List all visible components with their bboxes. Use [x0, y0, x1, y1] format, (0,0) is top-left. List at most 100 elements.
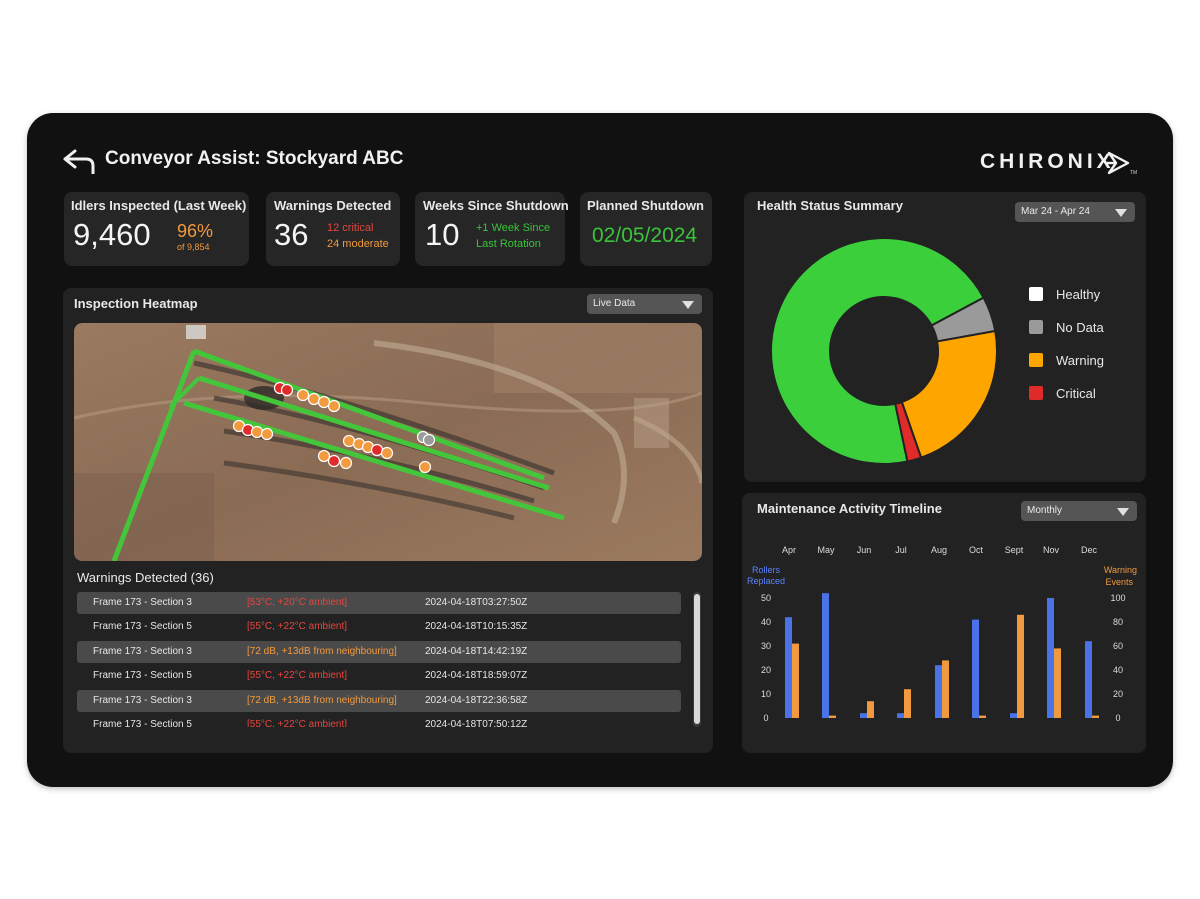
heatmap-markers	[232, 381, 436, 474]
warning-row-detail: [55°C, +22°C ambient]	[247, 621, 347, 632]
warnings-bar	[979, 715, 986, 718]
right-axis-label-line2: Events	[1105, 577, 1133, 587]
rollers-bar	[1010, 713, 1017, 718]
donut-slice-warning	[900, 329, 998, 459]
health-range-dropdown[interactable]: Mar 24 - Apr 24	[1015, 202, 1135, 222]
chevron-down-icon	[1117, 508, 1129, 516]
warnings-scrollbar-thumb[interactable]	[694, 594, 700, 724]
critical-marker	[327, 454, 341, 468]
warning-row-frame: Frame 173 - Section 3	[93, 646, 192, 657]
heatmap-title: Inspection Heatmap	[74, 296, 198, 311]
right-tick-label: 40	[1113, 665, 1123, 675]
critical-marker	[370, 443, 384, 457]
nodata-marker	[422, 433, 436, 447]
kpi-warnings-card: Warnings Detected 36 12 critical 24 mode…	[266, 192, 400, 266]
kpi-warnings-value: 36	[274, 217, 309, 252]
legend-critical-swatch	[1029, 386, 1043, 400]
donut-slice-healthy	[770, 238, 985, 465]
right-tick-label: 0	[1115, 713, 1120, 723]
left-tick-label: 50	[761, 593, 771, 603]
warnings-bar	[867, 701, 874, 718]
warning-marker	[260, 427, 274, 441]
warning-marker	[307, 392, 321, 406]
warning-row[interactable]: Frame 173 - Section 3 [72 dB, +13dB from…	[77, 690, 681, 712]
rollers-bar	[1047, 598, 1054, 718]
warning-marker	[317, 449, 331, 463]
chevron-down-icon	[682, 301, 694, 309]
right-tick-label: 60	[1113, 641, 1123, 651]
warning-marker	[250, 425, 264, 439]
timeline-bar-chart: Rollers Replaced Warning Events Apr May Ju…	[747, 545, 1137, 723]
left-tick-label: 20	[761, 665, 771, 675]
timeline-dropdown-value: Monthly	[1027, 505, 1063, 516]
donut-slice-critical	[894, 400, 923, 463]
right-tick-label: 20	[1113, 689, 1123, 699]
warning-row[interactable]: Frame 173 - Section 5 [55°C, +22°C ambie…	[77, 665, 681, 687]
warning-row-time: 2024-04-18T22:36:58Z	[425, 695, 528, 706]
rollers-bar	[785, 617, 792, 718]
month-label: Oct	[969, 545, 984, 555]
warning-row-detail: [55°C, +22°C ambient]	[247, 670, 347, 681]
heatmap-dropdown-value: Live Data	[593, 298, 636, 309]
warning-row-frame: Frame 173 - Section 5	[93, 719, 192, 727]
warning-row[interactable]: Frame 173 - Section 3 [53°C, +20°C ambie…	[77, 592, 681, 614]
heatmap-map[interactable]	[74, 323, 702, 561]
legend-warning-label: Warning	[1056, 353, 1104, 368]
page-title: Conveyor Assist: Stockyard ABC	[105, 148, 404, 169]
kpi-weeks-note-line1: +1 Week Since	[476, 222, 551, 234]
rollers-bar	[897, 713, 904, 718]
kpi-idlers-percent: 96%	[177, 221, 214, 241]
kpi-weeks-note-line2: Last Rotation	[476, 238, 541, 250]
right-tick-label: 80	[1113, 617, 1123, 627]
back-arrow-icon[interactable]	[62, 148, 96, 174]
month-label: Aug	[931, 545, 947, 555]
warning-row-time: 2024-04-18T18:59:07Z	[425, 670, 528, 681]
chevron-down-icon	[1115, 209, 1127, 217]
warning-row-frame: Frame 173 - Section 5	[93, 670, 192, 681]
kpi-idlers-value: 9,460	[73, 217, 151, 252]
warnings-bar	[942, 660, 949, 718]
brand-logo-icon	[1107, 151, 1130, 175]
warning-row[interactable]: Frame 173 - Section 3 [72 dB, +13dB from…	[77, 641, 681, 663]
right-tick-label: 100	[1110, 593, 1125, 603]
warning-row-detail: [72 dB, +13dB from neighbouring]	[247, 695, 397, 706]
heatmap-source-dropdown[interactable]: Live Data	[587, 294, 702, 314]
month-label: Dec	[1081, 545, 1098, 555]
left-tick-label: 0	[763, 713, 768, 723]
kpi-warnings-moderate: 24 moderate	[327, 238, 389, 250]
kpi-planned-card: Planned Shutdown 02/05/2024	[580, 192, 712, 266]
warning-row-time: 2024-04-18T14:42:19Z	[425, 646, 528, 657]
rollers-bar	[822, 593, 829, 718]
kpi-idlers-total: of 9,854	[177, 242, 210, 252]
warning-row-detail: [53°C, +20°C ambient]	[247, 597, 347, 608]
warning-row[interactable]: Frame 173 - Section 5 [55°C, +22°C ambie…	[77, 616, 681, 638]
legend-healthy-swatch	[1029, 287, 1043, 301]
timeline-period-dropdown[interactable]: Monthly	[1021, 501, 1137, 521]
warning-marker	[342, 434, 356, 448]
warning-row-frame: Frame 173 - Section 5	[93, 621, 192, 632]
month-label: Apr	[782, 545, 796, 555]
kpi-planned-date: 02/05/2024	[592, 224, 698, 247]
warning-row[interactable]: Frame 173 - Section 5 [55°C, +22°C ambie…	[77, 714, 681, 727]
left-tick-label: 10	[761, 689, 771, 699]
kpi-planned-label: Planned Shutdown	[587, 198, 704, 213]
warning-marker	[418, 460, 432, 474]
rollers-bar	[1085, 641, 1092, 718]
warnings-bar	[1017, 614, 1024, 718]
left-axis-label-line1: Rollers	[752, 565, 781, 575]
rollers-bar	[972, 619, 979, 718]
kpi-weeks-label: Weeks Since Shutdown	[423, 198, 569, 213]
kpi-warnings-critical: 12 critical	[327, 222, 374, 234]
legend-critical-label: Critical	[1056, 386, 1096, 401]
left-axis-label-line2: Replaced	[747, 576, 785, 586]
timeline-title: Maintenance Activity Timeline	[757, 501, 942, 516]
legend-healthy-label: Healthy	[1056, 287, 1101, 302]
warnings-bar	[904, 689, 911, 718]
health-donut-chart	[770, 238, 998, 465]
legend-nodata-label: No Data	[1056, 320, 1104, 335]
warnings-bar	[792, 643, 799, 718]
warnings-scrollbar-track[interactable]	[693, 592, 701, 727]
legend-nodata-swatch	[1029, 320, 1043, 334]
month-label: May	[817, 545, 835, 555]
warning-row-detail: [55°C, +22°C ambient]	[247, 719, 347, 727]
